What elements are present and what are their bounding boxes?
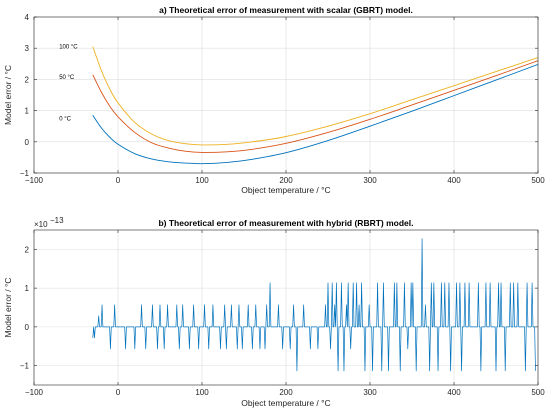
y-tick-label: 4 xyxy=(25,13,30,22)
y-tick-label: 3 xyxy=(25,44,30,53)
x-tick-label: 100 xyxy=(195,176,209,185)
y-tick-label: 1 xyxy=(25,107,30,116)
x-tick-label: 0 xyxy=(116,176,121,185)
x-tick-label: 100 xyxy=(195,388,209,397)
y-exponent-power: −13 xyxy=(50,216,64,225)
x-axis-label: Object temperature / °C xyxy=(241,185,330,195)
y-tick-label: −1 xyxy=(20,362,30,371)
x-tick-label: 0 xyxy=(116,388,121,397)
x-tick-label: 300 xyxy=(363,176,377,185)
x-axis-label: Object temperature / °C xyxy=(241,398,330,408)
y-tick-label: 0 xyxy=(25,323,30,332)
y-axis-label: Model error / °C xyxy=(3,65,13,125)
x-tick-label: −100 xyxy=(25,388,44,397)
chart-title: b) Theoretical error of measurement with… xyxy=(158,218,413,228)
y-axis-label: Model error / °C xyxy=(3,277,13,337)
chart-panel-b: −100 0 100 200 300 400 500 −1 0 1 2 b) Theoretical … xyxy=(3,216,545,408)
x-tick-label: 200 xyxy=(279,388,293,397)
curve-label: 50 °C xyxy=(59,75,75,81)
y-exponent-label: ×10 xyxy=(34,220,48,229)
curve-label: 100 °C xyxy=(59,45,78,51)
chart-title: a) Theoretical error of measurement with… xyxy=(159,5,413,15)
x-tick-label: 200 xyxy=(279,176,293,185)
x-tick-label: 500 xyxy=(531,388,545,397)
curve-label: 0 °C xyxy=(59,116,71,122)
x-tick-label: 300 xyxy=(363,388,377,397)
y-tick-label: −1 xyxy=(20,169,30,178)
y-tick-label: 1 xyxy=(25,284,30,293)
x-tick-label: 400 xyxy=(447,388,461,397)
y-tick-label: 2 xyxy=(25,75,30,84)
x-tick-label: 400 xyxy=(447,176,461,185)
y-tick-label: 2 xyxy=(25,245,30,254)
x-tick-label: 500 xyxy=(531,176,545,185)
y-tick-label: 0 xyxy=(25,138,30,147)
